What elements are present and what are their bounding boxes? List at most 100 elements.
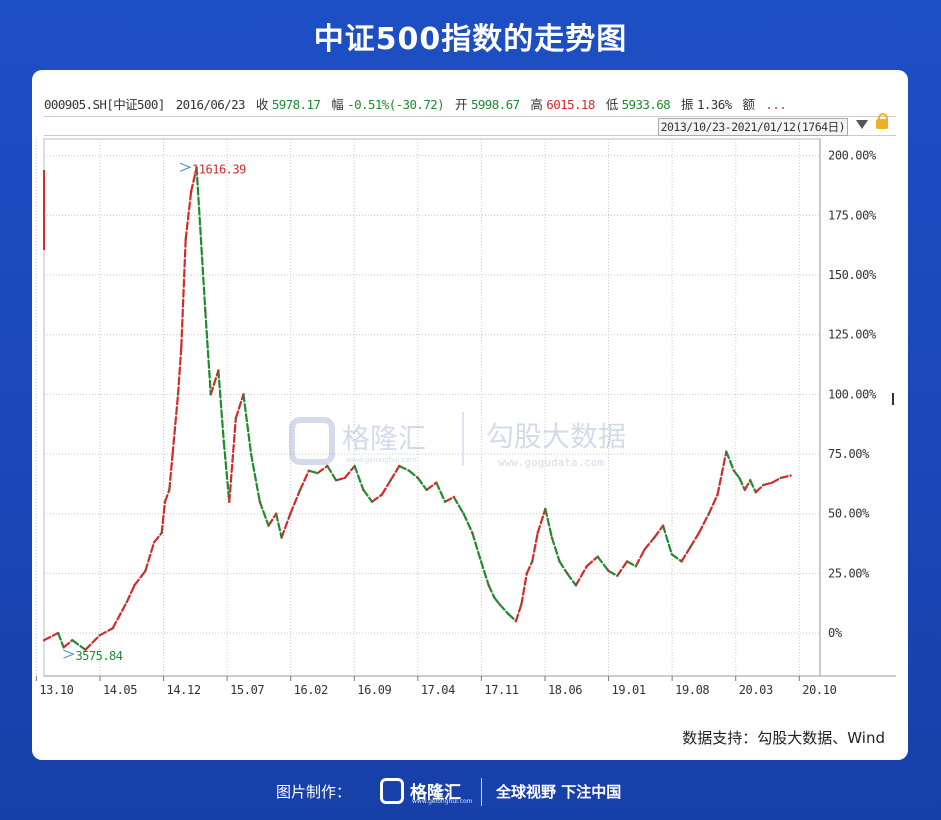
- y-tick-label: 125.00%: [828, 328, 877, 342]
- series-segment: [762, 481, 774, 487]
- series-segment: [42, 631, 60, 642]
- series-point: [353, 464, 356, 468]
- series-segment: [258, 500, 270, 527]
- series-point: [625, 560, 629, 563]
- annotations: 11616.39 3575.84: [63, 162, 247, 663]
- series-segment: [168, 452, 174, 491]
- footer-slogan: 全球视野 下注中国: [496, 783, 622, 801]
- left-edge-marker: [43, 170, 45, 250]
- series-point: [607, 569, 610, 573]
- series-point: [163, 500, 167, 503]
- series-point: [62, 646, 65, 649]
- series-segment: [389, 464, 401, 482]
- series-point: [616, 574, 619, 577]
- series-point: [558, 560, 561, 563]
- series-point: [487, 584, 490, 587]
- series-point: [544, 507, 547, 511]
- series-segment: [471, 531, 483, 563]
- low-label: 低: [605, 97, 619, 112]
- series-segment: [144, 541, 156, 573]
- open-value: 5998.67: [470, 97, 520, 112]
- series-segment: [370, 493, 383, 503]
- series-segment: [222, 441, 231, 503]
- series-point: [316, 471, 319, 475]
- series-point: [565, 572, 569, 575]
- series-segment: [743, 479, 752, 491]
- series-segment: [62, 639, 74, 649]
- series-point: [98, 634, 101, 637]
- series-segment: [616, 560, 629, 577]
- series-segment: [462, 512, 474, 534]
- high-annotation: 11616.39: [192, 162, 246, 176]
- change-value: -0.51%(-30.72): [347, 97, 445, 112]
- series-segment: [234, 393, 245, 420]
- more-button[interactable]: ...: [765, 97, 787, 112]
- series-segment: [249, 452, 261, 503]
- series-point: [407, 469, 411, 472]
- series-segment: [514, 603, 523, 623]
- series-point: [189, 190, 193, 193]
- annotation-pointer: [179, 162, 192, 172]
- series-point: [520, 603, 523, 606]
- series-segment: [362, 488, 374, 503]
- series-point: [217, 369, 220, 372]
- series-point: [343, 476, 347, 480]
- series-segment: [275, 512, 283, 539]
- series-point: [716, 493, 719, 496]
- high-label: 高: [530, 97, 543, 112]
- series-segment: [574, 565, 588, 587]
- series-segment: [754, 483, 765, 494]
- series-segment: [725, 450, 735, 472]
- series-segment: [558, 560, 569, 575]
- series-point: [267, 524, 270, 527]
- series-segment: [307, 469, 319, 475]
- annotation-pointer: [63, 649, 75, 659]
- series-segment: [585, 555, 599, 568]
- y-tick-label: 75.00%: [828, 447, 870, 461]
- series-point: [222, 440, 226, 444]
- lock-icon[interactable]: [876, 113, 888, 129]
- quote-info-bar: 000905.SH[中证500] 2016/06/23 收 5978.17 幅 -0…: [44, 94, 896, 114]
- y-tick-label: 0%: [828, 626, 843, 640]
- series-point: [171, 452, 174, 456]
- series-segment: [738, 476, 746, 491]
- index-code: 000905.SH[中证500]: [44, 97, 165, 112]
- series-point: [258, 500, 261, 503]
- series-point: [42, 639, 46, 642]
- series-segment: [634, 548, 646, 568]
- series-segment: [707, 493, 719, 515]
- series-segment: [176, 345, 183, 396]
- series-segment: [670, 553, 683, 563]
- watermark-brand: 格隆汇: [342, 422, 426, 455]
- series-point: [249, 452, 253, 456]
- series-point: [443, 500, 447, 503]
- series-point: [228, 500, 231, 503]
- series-segment: [770, 476, 782, 484]
- series-point: [389, 479, 392, 482]
- date-range[interactable]: 2013/10/23-2021/01/12(1764日): [657, 118, 848, 136]
- series-point: [176, 393, 180, 396]
- series-point: [71, 639, 74, 642]
- series-segment: [209, 369, 220, 396]
- series-point: [204, 309, 207, 313]
- series-point: [416, 476, 420, 480]
- series-segment: [398, 464, 411, 472]
- series-point: [452, 495, 455, 499]
- quote-date: 2016/06/23: [175, 97, 246, 112]
- series-segment: [536, 507, 547, 534]
- dropdown-arrow-icon[interactable]: [856, 120, 868, 129]
- series-segment: [111, 600, 128, 630]
- close-value: 5978.17: [271, 97, 321, 112]
- series-segment: [98, 627, 114, 637]
- series-point: [152, 541, 156, 544]
- footer-brand: 格隆汇: [410, 783, 461, 803]
- series-point: [689, 545, 692, 549]
- close-label: 收: [255, 97, 269, 112]
- series-segment: [190, 166, 198, 193]
- scroll-handle[interactable]: [892, 393, 894, 405]
- series-point: [653, 536, 656, 539]
- series-segment: [680, 546, 692, 563]
- watermark-logo-icon: [289, 417, 335, 465]
- footer-divider: [481, 778, 482, 806]
